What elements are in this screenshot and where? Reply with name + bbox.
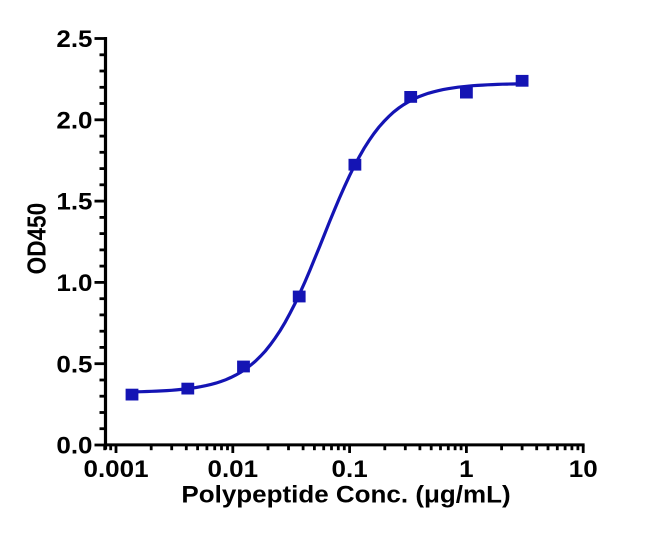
svg-text:2.5: 2.5 bbox=[56, 26, 92, 53]
svg-text:2.0: 2.0 bbox=[56, 107, 92, 134]
svg-text:0.5: 0.5 bbox=[56, 351, 92, 378]
svg-text:0.0: 0.0 bbox=[56, 433, 92, 460]
svg-text:0.1: 0.1 bbox=[332, 456, 368, 483]
svg-text:1.5: 1.5 bbox=[56, 189, 92, 216]
svg-text:10: 10 bbox=[569, 456, 598, 483]
svg-text:OD450: OD450 bbox=[22, 203, 52, 275]
svg-text:1: 1 bbox=[459, 456, 474, 483]
svg-text:1.0: 1.0 bbox=[56, 270, 92, 297]
svg-text:0.01: 0.01 bbox=[208, 456, 259, 483]
svg-text:Polypeptide Conc. (μg/mL): Polypeptide Conc. (μg/mL) bbox=[181, 481, 510, 508]
svg-text:0.001: 0.001 bbox=[83, 456, 148, 483]
